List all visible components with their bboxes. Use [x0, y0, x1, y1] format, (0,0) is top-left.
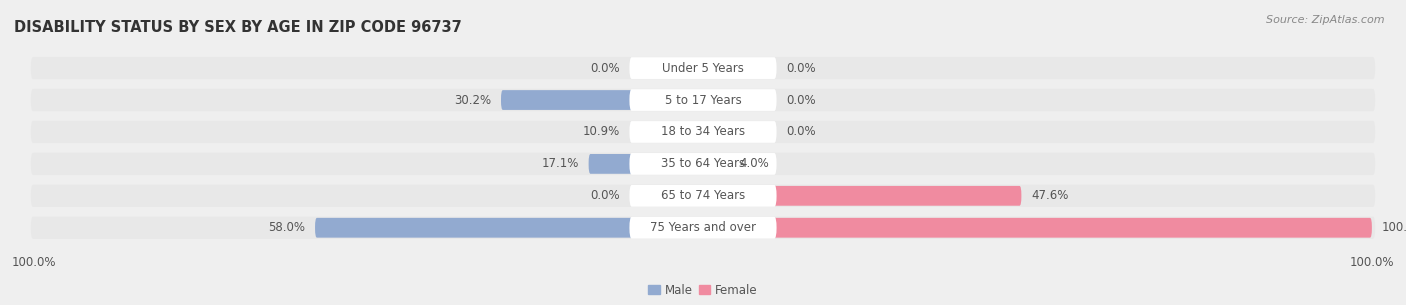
FancyBboxPatch shape — [630, 121, 776, 143]
Text: 0.0%: 0.0% — [589, 62, 620, 75]
FancyBboxPatch shape — [630, 217, 776, 239]
FancyBboxPatch shape — [501, 90, 703, 110]
Text: 5 to 17 Years: 5 to 17 Years — [665, 94, 741, 106]
FancyBboxPatch shape — [31, 57, 1375, 79]
Text: 17.1%: 17.1% — [541, 157, 579, 170]
FancyBboxPatch shape — [31, 217, 1375, 239]
Text: 35 to 64 Years: 35 to 64 Years — [661, 157, 745, 170]
Text: 0.0%: 0.0% — [786, 62, 817, 75]
Text: 0.0%: 0.0% — [589, 189, 620, 202]
FancyBboxPatch shape — [31, 153, 1375, 175]
Text: 18 to 34 Years: 18 to 34 Years — [661, 125, 745, 138]
FancyBboxPatch shape — [630, 89, 776, 111]
FancyBboxPatch shape — [630, 185, 776, 207]
Text: 0.0%: 0.0% — [786, 94, 817, 106]
Text: 65 to 74 Years: 65 to 74 Years — [661, 189, 745, 202]
Text: Under 5 Years: Under 5 Years — [662, 62, 744, 75]
FancyBboxPatch shape — [703, 186, 1021, 206]
FancyBboxPatch shape — [315, 218, 703, 238]
Text: DISABILITY STATUS BY SEX BY AGE IN ZIP CODE 96737: DISABILITY STATUS BY SEX BY AGE IN ZIP C… — [14, 20, 461, 35]
FancyBboxPatch shape — [31, 185, 1375, 207]
Text: 58.0%: 58.0% — [269, 221, 305, 234]
FancyBboxPatch shape — [630, 57, 776, 79]
Text: 75 Years and over: 75 Years and over — [650, 221, 756, 234]
Text: 47.6%: 47.6% — [1032, 189, 1069, 202]
Text: 4.0%: 4.0% — [740, 157, 769, 170]
Text: 30.2%: 30.2% — [454, 94, 491, 106]
Text: 10.9%: 10.9% — [583, 125, 620, 138]
FancyBboxPatch shape — [703, 154, 730, 174]
FancyBboxPatch shape — [31, 121, 1375, 143]
Text: Source: ZipAtlas.com: Source: ZipAtlas.com — [1267, 15, 1385, 25]
Text: 0.0%: 0.0% — [786, 125, 817, 138]
FancyBboxPatch shape — [31, 89, 1375, 111]
Text: 100.0%: 100.0% — [1382, 221, 1406, 234]
FancyBboxPatch shape — [703, 218, 1372, 238]
FancyBboxPatch shape — [630, 153, 776, 175]
Legend: Male, Female: Male, Female — [644, 279, 762, 301]
FancyBboxPatch shape — [589, 154, 703, 174]
FancyBboxPatch shape — [630, 122, 703, 142]
